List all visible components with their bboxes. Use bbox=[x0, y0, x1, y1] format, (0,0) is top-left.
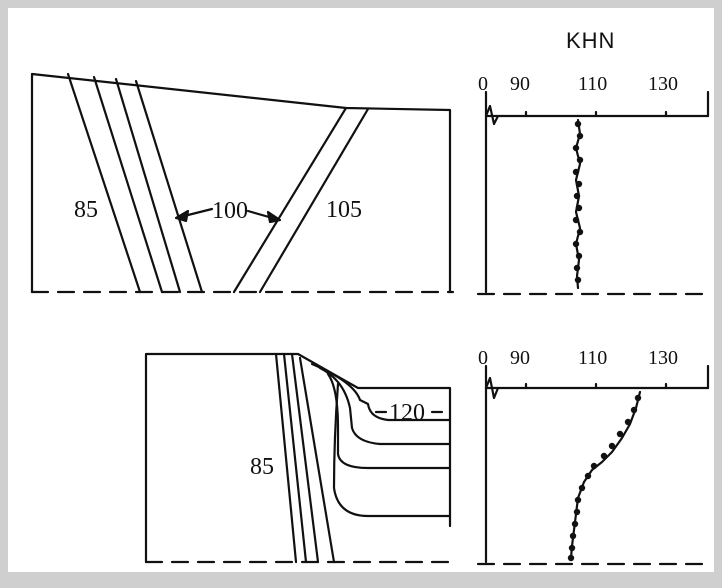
bottom-contour-line bbox=[310, 362, 452, 422]
data-point bbox=[572, 168, 580, 176]
data-point bbox=[575, 252, 583, 260]
data-point bbox=[616, 430, 624, 438]
bottom-tick-90: 90 bbox=[510, 347, 530, 369]
bottom-label-120: 120 bbox=[389, 400, 425, 426]
data-point bbox=[590, 462, 598, 470]
data-point bbox=[630, 406, 638, 414]
data-point bbox=[578, 484, 586, 492]
top-profile bbox=[476, 90, 710, 296]
data-point bbox=[572, 144, 580, 152]
top-arrowhead-right bbox=[266, 210, 282, 224]
data-point bbox=[608, 442, 616, 450]
bottom-contour-line bbox=[282, 352, 308, 564]
data-point bbox=[574, 496, 582, 504]
bottom-tick-0: 0 bbox=[478, 347, 488, 369]
figure-frame: 85 100 105 KHN 0 90 110 130 bbox=[8, 8, 714, 572]
bottom-profile-points bbox=[567, 394, 642, 562]
data-point bbox=[572, 240, 580, 248]
top-tick-0: 0 bbox=[478, 73, 488, 95]
top-profile-points bbox=[572, 120, 584, 284]
data-point bbox=[576, 156, 584, 164]
data-point bbox=[576, 132, 584, 140]
top-label-105: 105 bbox=[326, 197, 362, 223]
data-point bbox=[568, 544, 576, 552]
top-contour-line bbox=[232, 106, 348, 294]
data-point bbox=[573, 264, 581, 272]
bottom-tick-110: 110 bbox=[578, 347, 607, 369]
top-contour-line bbox=[134, 79, 204, 294]
data-point bbox=[572, 216, 580, 224]
bottom-workpiece bbox=[144, 352, 455, 564]
data-point bbox=[574, 120, 582, 128]
top-arrowhead-left bbox=[174, 209, 190, 223]
top-contour-line bbox=[114, 77, 182, 294]
top-tick-90: 90 bbox=[510, 73, 530, 95]
top-label-100: 100 bbox=[212, 198, 248, 224]
axis-title-khn: KHN bbox=[566, 28, 615, 53]
top-workpiece-outline bbox=[30, 72, 452, 294]
bottom-contour-line bbox=[290, 352, 320, 564]
data-point bbox=[575, 204, 583, 212]
bottom-contour-line bbox=[274, 352, 298, 564]
data-point bbox=[600, 452, 608, 460]
bottom-tick-130: 130 bbox=[648, 347, 678, 369]
data-point bbox=[574, 276, 582, 284]
data-point bbox=[573, 192, 581, 200]
hardness-diagram: 85 100 105 KHN 0 90 110 130 bbox=[30, 28, 710, 566]
top-contour-line bbox=[66, 72, 142, 294]
data-point bbox=[567, 554, 575, 562]
top-label-85: 85 bbox=[74, 197, 98, 223]
data-point bbox=[571, 520, 579, 528]
bottom-profile-axis-break bbox=[484, 376, 500, 400]
bottom-label-85: 85 bbox=[250, 454, 274, 480]
data-point bbox=[634, 394, 642, 402]
data-point bbox=[576, 228, 584, 236]
data-point bbox=[584, 472, 592, 480]
top-workpiece bbox=[30, 72, 455, 294]
bottom-contour-line bbox=[332, 382, 452, 518]
data-point bbox=[575, 180, 583, 188]
data-point bbox=[624, 418, 632, 426]
top-profile-axis-break bbox=[484, 104, 500, 126]
top-tick-110: 110 bbox=[578, 73, 607, 95]
bottom-contour-line bbox=[318, 366, 452, 446]
bottom-profile-curve bbox=[569, 390, 642, 560]
top-contour-line bbox=[258, 107, 370, 294]
bottom-contour-line bbox=[326, 372, 452, 470]
data-point bbox=[569, 532, 577, 540]
data-point bbox=[573, 508, 581, 516]
top-tick-130: 130 bbox=[648, 73, 678, 95]
bottom-workpiece-outline bbox=[144, 352, 452, 564]
bottom-contour-line bbox=[298, 356, 336, 564]
top-contour-line bbox=[92, 75, 164, 294]
